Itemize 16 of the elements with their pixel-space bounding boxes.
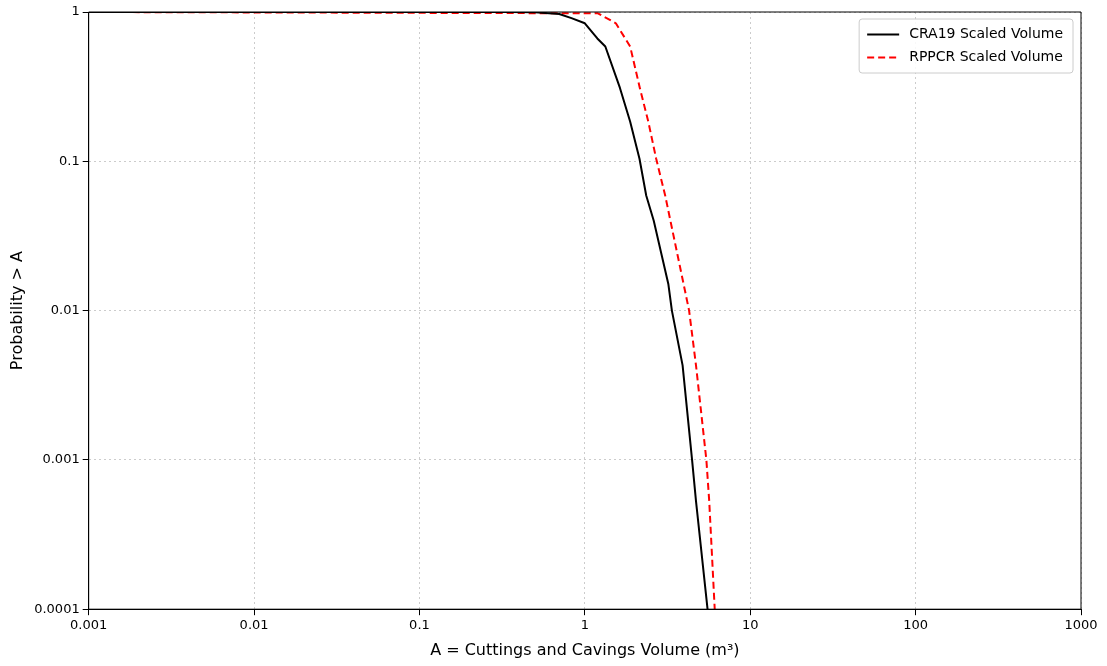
y-axis-title: Probability > A: [6, 251, 26, 371]
x-tick-label: 0.001: [70, 617, 108, 633]
x-tick-label: 1000: [1064, 617, 1098, 633]
y-tick-label: 0.001: [42, 451, 80, 467]
y-tick-label: 0.0001: [34, 600, 80, 616]
legend-label: RPPCR Scaled Volume: [909, 48, 1063, 65]
x-tick-label: 1: [580, 617, 589, 633]
x-tick-label: 0.01: [239, 617, 269, 633]
y-tick-label: 0.01: [50, 301, 80, 317]
legend-label: CRA19 Scaled Volume: [909, 25, 1064, 42]
x-axis-title: A = Cuttings and Cavings Volume (m³): [430, 639, 740, 659]
y-tick-label: 1: [71, 3, 80, 19]
x-tick-label: 0.1: [409, 617, 430, 633]
x-tick-label: 100: [903, 617, 929, 633]
x-tick-label: 10: [741, 617, 759, 633]
y-tick-label: 0.1: [59, 152, 80, 168]
